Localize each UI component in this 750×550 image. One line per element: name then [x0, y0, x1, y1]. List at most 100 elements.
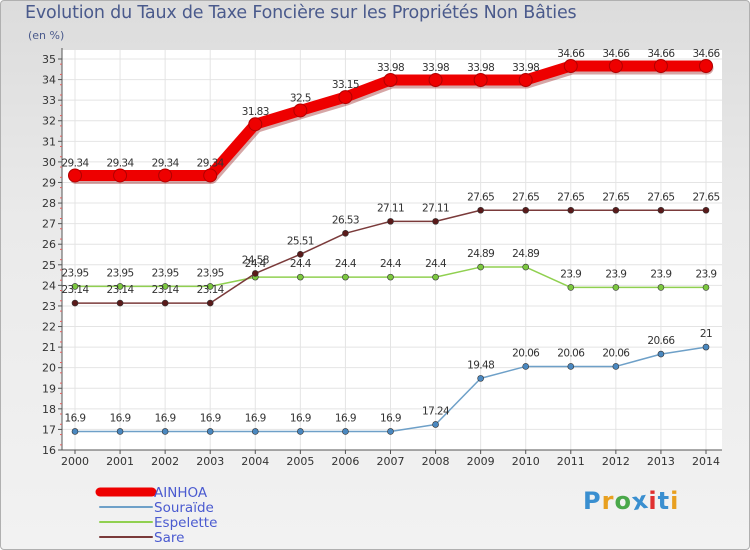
data-point: [653, 58, 668, 73]
x-tick-label: 2013: [647, 455, 675, 468]
data-label: 24.4: [245, 258, 267, 270]
data-label: 20.06: [602, 347, 630, 359]
data-label: 29.34: [152, 157, 180, 169]
data-point: [387, 218, 394, 225]
data-point: [206, 283, 214, 290]
y-tick-label: 22: [42, 321, 56, 334]
y-tick-label: 34: [42, 74, 56, 87]
data-label: 23.9: [560, 268, 581, 280]
data-point: [432, 273, 439, 281]
data-point: [657, 350, 665, 358]
data-label: 27.65: [647, 191, 674, 203]
y-tick-label: 28: [42, 197, 56, 210]
data-label: 16.9: [65, 412, 86, 424]
data-label: 24.4: [290, 258, 312, 270]
y-tick-label: 23: [42, 300, 56, 313]
data-point: [473, 72, 488, 87]
series-ainhoa: 29.34 29.34 29.34 29.34 31.83 32.5 33.15 33.98 3…: [61, 48, 721, 184]
data-point: [383, 72, 398, 87]
y-tick-label: 35: [42, 53, 56, 66]
data-label: 21: [700, 328, 712, 340]
data-point: [161, 283, 169, 290]
y-axis-unit-label: (en %): [28, 29, 65, 42]
series-soura-de: 16.9 16.9 16.9 16.9 16.9 16.9 16.9 16.9 17.24 19.…: [65, 328, 713, 435]
x-tick-label: 2011: [557, 455, 585, 468]
data-label: 24.4: [380, 258, 402, 270]
brand-letter: o: [614, 487, 632, 515]
x-tick-label: 2007: [377, 455, 405, 468]
data-label: 27.11: [377, 202, 404, 214]
brand-letter: t: [657, 487, 671, 515]
data-point: [608, 58, 623, 73]
y-tick-label: 16: [42, 444, 56, 457]
data-point: [206, 299, 214, 307]
data-label: 23.95: [197, 267, 224, 279]
data-label: 33.15: [332, 79, 359, 91]
data-point: [518, 72, 533, 87]
data-point: [161, 428, 169, 435]
data-point: [251, 270, 259, 277]
y-tick-label: 17: [42, 423, 56, 436]
x-tick-label: 2006: [331, 455, 359, 468]
data-label: 34.66: [692, 48, 720, 60]
data-label: 29.34: [197, 157, 225, 169]
data-label: 27.11: [422, 202, 449, 214]
data-label: 16.9: [110, 412, 131, 424]
x-tick-label: 2005: [286, 455, 314, 468]
data-point: [297, 428, 304, 435]
data-point: [432, 421, 439, 428]
brand-letter: i: [670, 487, 680, 515]
data-label: 24.4: [335, 258, 357, 270]
data-point: [657, 284, 665, 291]
data-label: 24.4: [425, 258, 447, 270]
y-tick-label: 27: [42, 218, 56, 231]
data-point: [342, 273, 349, 281]
brand-letter: i: [648, 487, 658, 515]
data-point: [612, 363, 620, 370]
data-label: 16.9: [380, 412, 401, 424]
data-label: 20.06: [512, 347, 540, 359]
data-label: 20.66: [647, 335, 675, 347]
data-label: 27.65: [557, 191, 584, 203]
data-label: 32.5: [290, 92, 311, 104]
data-label: 19.48: [467, 359, 494, 371]
data-point: [387, 273, 394, 281]
series-sare: 23.14 23.14 23.14 23.14 24.58 25.51 26.53 27.11…: [61, 191, 720, 307]
x-tick-label: 2012: [602, 455, 630, 468]
data-point: [522, 206, 530, 214]
legend-label: AINHOA: [154, 485, 208, 501]
data-label: 33.98: [422, 62, 449, 74]
data-point: [293, 103, 308, 118]
x-tick-label: 2000: [61, 455, 89, 468]
data-label: 31.83: [242, 106, 269, 118]
x-tick-label: 2010: [512, 455, 540, 468]
data-label: 27.65: [467, 191, 494, 203]
data-point: [297, 250, 304, 258]
x-tick-label: 2002: [151, 455, 179, 468]
data-label: 23.95: [152, 267, 179, 279]
data-label: 29.34: [61, 157, 89, 169]
data-point: [477, 375, 484, 382]
data-point: [116, 428, 124, 435]
data-point: [251, 428, 259, 435]
data-label: 17.24: [422, 405, 450, 417]
data-label: 33.98: [377, 62, 404, 74]
data-point: [567, 284, 575, 291]
data-point: [699, 58, 713, 73]
data-point: [387, 428, 394, 435]
y-tick-label: 26: [42, 238, 56, 251]
data-label: 23.14: [197, 284, 225, 296]
x-tick-label: 2008: [422, 455, 450, 468]
brand-logo: Proxiti: [583, 486, 680, 516]
data-point: [702, 206, 710, 214]
data-point: [567, 363, 575, 370]
data-label: 24.89: [512, 248, 539, 260]
y-tick-label: 20: [42, 362, 56, 375]
plot-area: [62, 50, 722, 450]
data-point: [522, 263, 530, 271]
x-tick-label: 2001: [106, 455, 134, 468]
data-label: 16.9: [335, 412, 356, 424]
data-label: 27.65: [602, 191, 629, 203]
